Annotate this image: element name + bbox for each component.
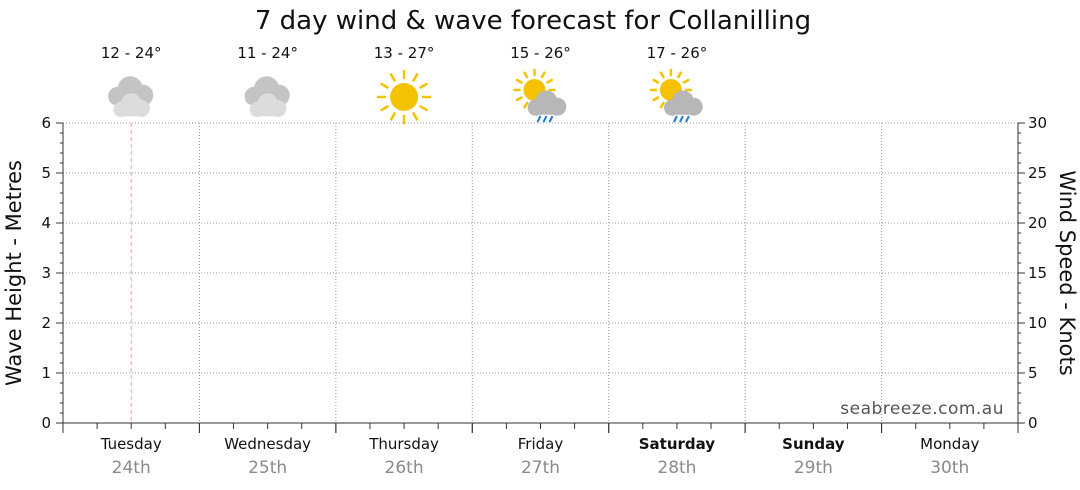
right-tick-label: 15 bbox=[1028, 264, 1047, 282]
cloud-shape bbox=[113, 93, 150, 118]
day-date-label: 28th bbox=[657, 458, 696, 478]
temperature-row: 12 - 24° 11 - 24° 13 - 27° 15 - 26° 17 - 26° bbox=[101, 44, 707, 62]
left-tick-label: 1 bbox=[41, 364, 51, 382]
day-name-label: Wednesday bbox=[224, 435, 311, 453]
temperature-label: 15 - 26° bbox=[510, 44, 571, 62]
sunny-icon bbox=[376, 69, 432, 125]
raindrop bbox=[542, 115, 548, 123]
day-date-label: 26th bbox=[385, 458, 424, 478]
temperature-label: 12 - 24° bbox=[101, 44, 162, 62]
cloud-shape bbox=[527, 90, 567, 116]
right-tick-label: 10 bbox=[1028, 314, 1047, 332]
day-name-label: Tuesday bbox=[100, 435, 162, 453]
grid bbox=[63, 122, 1018, 423]
right-tick-label: 30 bbox=[1028, 114, 1047, 132]
cloudy-icon bbox=[244, 76, 290, 118]
left-tick-label: 0 bbox=[41, 414, 51, 432]
left-axis-ticks: 0 1 2 3 4 5 6 bbox=[41, 114, 63, 432]
right-tick-label: 20 bbox=[1028, 214, 1047, 232]
sun-showers-icon bbox=[649, 68, 703, 123]
right-axis-label: Wind Speed - Knots bbox=[1055, 170, 1079, 375]
day-name-label: Thursday bbox=[368, 435, 439, 453]
day-date-label: 24th bbox=[112, 458, 151, 478]
sun-shape bbox=[376, 69, 432, 125]
left-tick-label: 2 bbox=[41, 314, 51, 332]
day-name-label: Sunday bbox=[782, 435, 845, 453]
raindrop bbox=[673, 115, 678, 123]
right-tick-label: 0 bbox=[1028, 414, 1038, 432]
chart-title: 7 day wind & wave forecast for Collanill… bbox=[255, 6, 811, 36]
raindrop bbox=[679, 115, 684, 123]
left-tick-label: 6 bbox=[41, 114, 51, 132]
day-axis: Tuesday 24th Wednesday 25th Thursday 26th Frid… bbox=[62, 423, 1019, 478]
temperature-label: 13 - 27° bbox=[374, 44, 435, 62]
left-tick-label: 4 bbox=[41, 214, 51, 232]
left-tick-label: 5 bbox=[41, 164, 51, 182]
day-date-label: 25th bbox=[248, 458, 287, 478]
temperature-label: 11 - 24° bbox=[237, 44, 298, 62]
left-tick-label: 3 bbox=[41, 264, 51, 282]
right-tick-label: 5 bbox=[1028, 364, 1038, 382]
weather-icon-row bbox=[108, 68, 703, 125]
temperature-label: 17 - 26° bbox=[647, 44, 708, 62]
sun-showers-icon bbox=[513, 68, 567, 123]
left-axis-label: Wave Height - Metres bbox=[2, 160, 26, 386]
day-name-label: Saturday bbox=[639, 435, 716, 453]
right-tick-label: 25 bbox=[1028, 164, 1047, 182]
raindrop bbox=[536, 115, 542, 123]
day-date-label: 30th bbox=[930, 458, 969, 478]
day-name-label: Monday bbox=[920, 435, 979, 453]
raindrop bbox=[685, 115, 690, 123]
right-axis-ticks: 0 5 10 15 20 25 30 bbox=[1018, 114, 1047, 432]
day-name-label: Friday bbox=[518, 435, 564, 453]
cloud-shape bbox=[664, 90, 703, 116]
day-date-label: 29th bbox=[794, 458, 833, 478]
cloudy-icon bbox=[108, 76, 154, 118]
raindrop bbox=[548, 115, 554, 123]
cloud-shape bbox=[249, 93, 287, 118]
day-date-label: 27th bbox=[521, 458, 560, 478]
watermark: seabreeze.com.au bbox=[840, 399, 1004, 419]
